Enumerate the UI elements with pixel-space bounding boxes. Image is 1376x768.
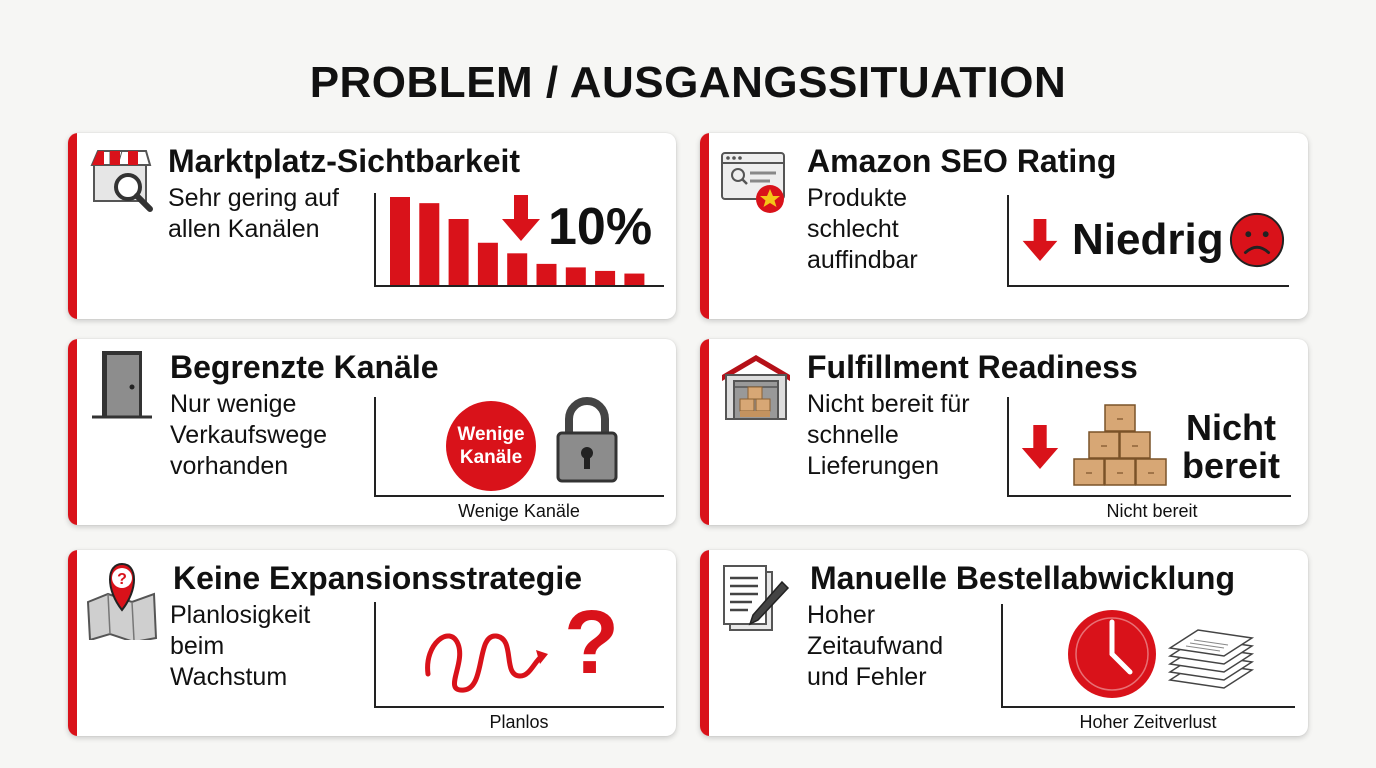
- accent-bar: [700, 133, 709, 319]
- time-chart-frame: [1001, 604, 1295, 708]
- visibility-bar: [419, 203, 440, 285]
- visibility-bar: [595, 270, 616, 285]
- sad-face-icon: [1229, 212, 1285, 268]
- accent-bar: [68, 339, 77, 525]
- page-title: PROBLEM / AUSGANGSSITUATION: [309, 58, 1067, 107]
- down-arrow-icon: [502, 195, 540, 241]
- paper-stack-icon: [1167, 629, 1255, 689]
- card-title: Keine Expansionsstrategie: [173, 560, 583, 596]
- visibility-bar: [507, 253, 528, 285]
- visibility-bar: [536, 263, 557, 285]
- accent-bar: [700, 339, 709, 525]
- down-arrow-icon: [1021, 425, 1059, 469]
- bar-series: [390, 197, 645, 285]
- browser-star-icon: [721, 152, 785, 213]
- card-description: Nur wenige Verkaufswege vorhanden: [170, 390, 328, 480]
- card-manuelle-bestellabwicklung: Manuelle Bestellabwicklung Hoher Zeitauf…: [700, 550, 1308, 736]
- declining-bar-chart: [374, 193, 664, 287]
- storefront-search-icon: [90, 150, 153, 212]
- card-title: Marktplatz-Sichtbarkeit: [168, 143, 521, 179]
- document-pen-icon: [723, 565, 790, 631]
- seo-chart-frame: [1007, 195, 1289, 287]
- card-description: Planlosigkeit beim Wachstum: [170, 601, 311, 691]
- expansion-chart-frame: [374, 602, 664, 708]
- chart-caption: Wenige Kanäle: [458, 501, 580, 521]
- warehouse-icon: [722, 355, 790, 420]
- channels-chart-frame: [374, 397, 664, 497]
- stacked-boxes-icon: [1073, 404, 1167, 486]
- winding-path-icon: [425, 633, 548, 693]
- accent-bar: [68, 133, 77, 319]
- map-pin-question-icon: ?: [86, 562, 158, 640]
- card-description: Produkte schlecht auffindbar: [807, 184, 918, 274]
- svg-text:?: ?: [117, 571, 127, 588]
- card-marktplatz-sichtbarkeit: Marktplatz-Sichtbarkeit Sehr gering auf …: [68, 133, 676, 319]
- accent-bar: [700, 550, 709, 736]
- door-icon: [92, 351, 152, 419]
- card-description: Sehr gering auf allen Kanälen: [168, 184, 339, 243]
- card-title: Fulfillment Readiness: [807, 349, 1138, 385]
- card-begrenzte-kanaele: Begrenzte Kanäle Nur wenige Verkaufswege…: [68, 339, 676, 525]
- visibility-metric: 10%: [548, 198, 653, 256]
- card-title: Begrenzte Kanäle: [170, 349, 439, 385]
- chart-caption: Planlos: [489, 712, 549, 732]
- card-title: Amazon SEO Rating: [807, 143, 1117, 179]
- readiness-status: Nicht bereit: [1181, 407, 1281, 486]
- seo-rating-value: Niedrig: [1072, 215, 1224, 264]
- card-amazon-seo-rating: Amazon SEO Rating Produkte schlecht auff…: [700, 133, 1308, 319]
- fulfillment-chart-frame: [1007, 397, 1291, 497]
- visibility-bar: [565, 267, 586, 285]
- card-description: Hoher Zeitaufwand und Fehler: [807, 601, 944, 691]
- clock-icon: [1068, 610, 1156, 698]
- card-keine-expansionsstrategie: ? Keine Expansionsstrategie Planlosigkei…: [68, 550, 676, 736]
- card-fulfillment-readiness: Fulfillment Readiness Nicht bereit für s…: [700, 339, 1308, 525]
- card-title: Manuelle Bestellabwicklung: [810, 560, 1235, 596]
- few-channels-badge: Wenige Kanäle: [446, 401, 536, 491]
- padlock-icon: [556, 397, 618, 483]
- chart-caption: Nicht bereit: [1106, 501, 1198, 521]
- visibility-bar: [477, 242, 498, 285]
- card-description: Nicht bereit für schnelle Lieferungen: [807, 390, 970, 480]
- visibility-bar: [390, 197, 410, 285]
- visibility-bar: [624, 273, 645, 285]
- accent-bar: [68, 550, 77, 736]
- down-arrow-icon: [1022, 219, 1058, 261]
- chart-caption: Hoher Zeitverlust: [1079, 712, 1217, 732]
- visibility-bar: [448, 219, 469, 285]
- question-mark-icon: ?: [564, 593, 619, 693]
